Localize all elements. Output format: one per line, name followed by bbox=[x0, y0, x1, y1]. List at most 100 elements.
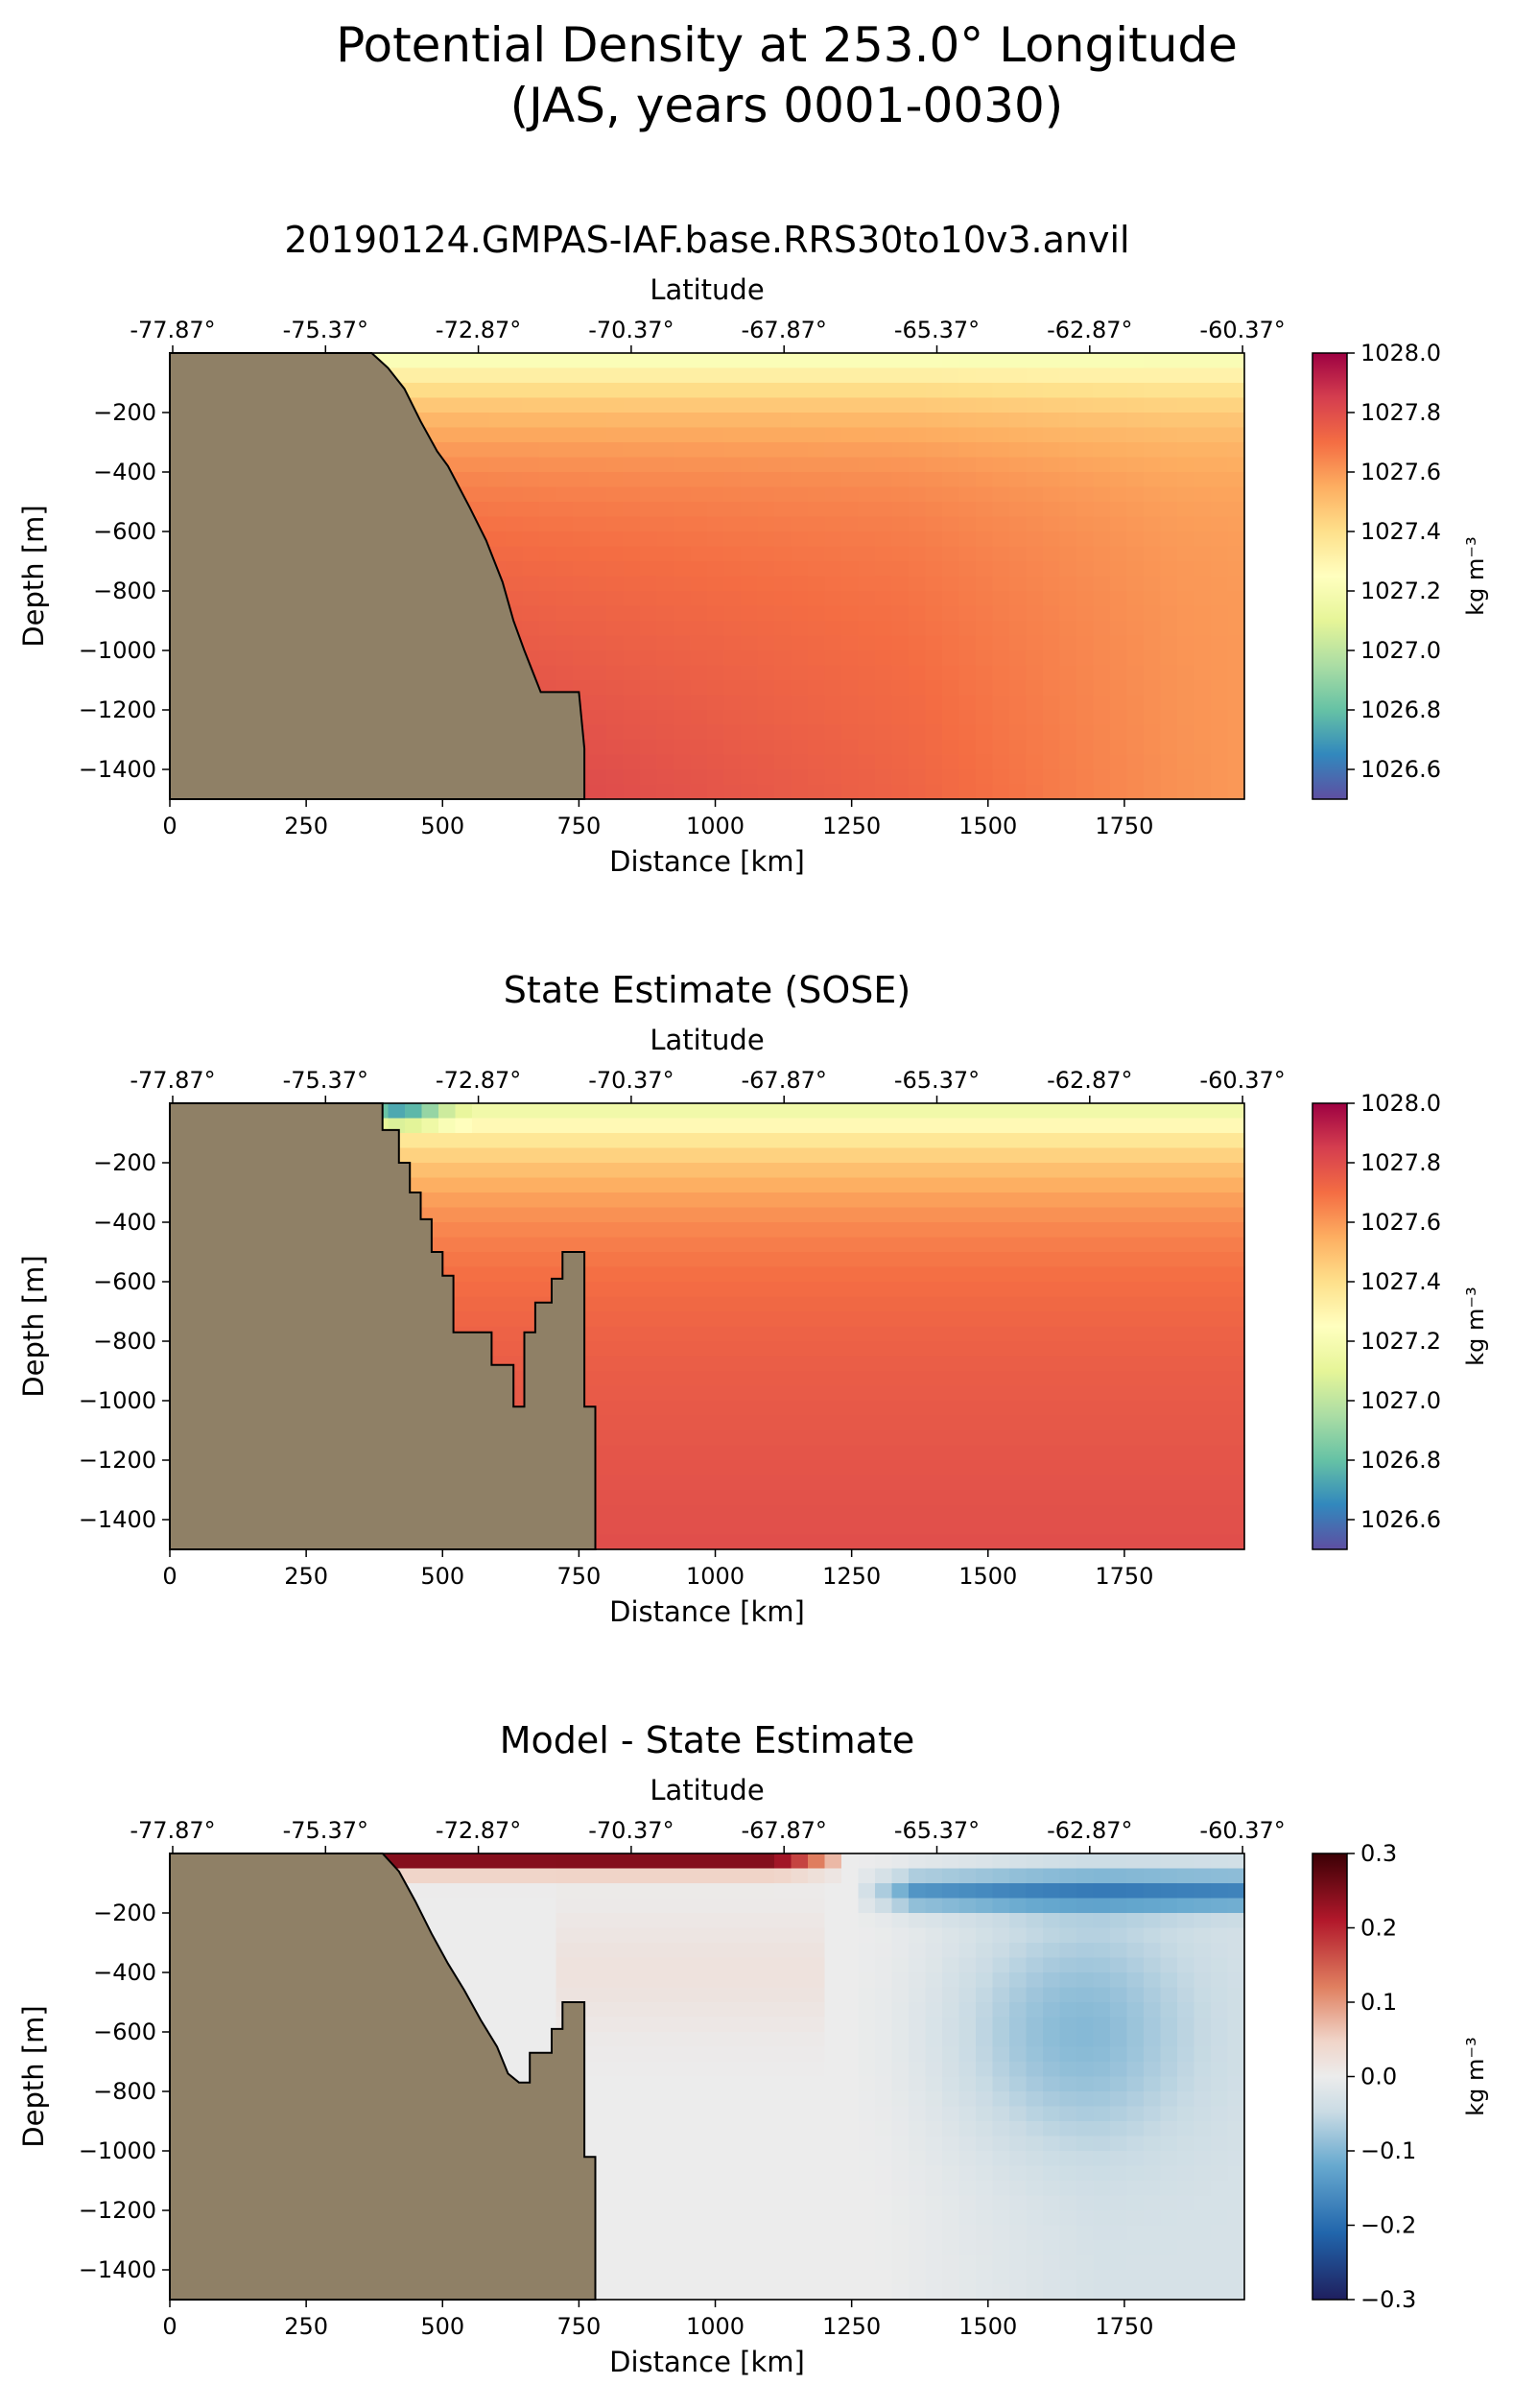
heatmap-cell bbox=[925, 1266, 943, 1283]
heatmap-cell bbox=[1144, 427, 1162, 443]
heatmap-cell bbox=[824, 531, 842, 548]
heatmap-cell bbox=[774, 769, 792, 786]
heatmap-cell bbox=[976, 576, 994, 592]
heatmap-cell bbox=[824, 1385, 842, 1402]
heatmap-cell bbox=[824, 605, 842, 622]
heatmap-cell bbox=[573, 1972, 591, 1989]
heatmap-cell bbox=[589, 740, 607, 756]
heatmap-cell bbox=[741, 413, 759, 429]
heatmap-cell bbox=[757, 1534, 775, 1550]
heatmap-cell bbox=[1076, 442, 1095, 459]
heatmap-cell bbox=[1093, 1504, 1111, 1521]
heatmap-cell bbox=[824, 427, 842, 443]
heatmap-cell bbox=[976, 516, 994, 532]
heatmap-cell bbox=[623, 1163, 641, 1179]
heatmap-cell bbox=[1227, 1490, 1245, 1506]
heatmap-cell bbox=[522, 1207, 540, 1223]
heatmap-cell bbox=[891, 1133, 910, 1149]
heatmap-cell bbox=[640, 561, 658, 578]
heatmap-cell bbox=[992, 427, 1010, 443]
heatmap-cell bbox=[1093, 1341, 1111, 1357]
heatmap-cell bbox=[757, 1163, 775, 1179]
heatmap-cell bbox=[824, 1326, 842, 1342]
heatmap-cell bbox=[623, 397, 641, 413]
heatmap-cell bbox=[1160, 1147, 1178, 1164]
heatmap-cell bbox=[690, 665, 708, 681]
heatmap-cell bbox=[656, 367, 674, 384]
heatmap-cell bbox=[841, 695, 860, 711]
latitude-tick-label: -67.87° bbox=[742, 317, 827, 343]
heatmap-cell bbox=[539, 472, 557, 488]
heatmap-cell bbox=[875, 1415, 893, 1431]
heatmap-cell bbox=[690, 2210, 708, 2227]
heatmap-cell bbox=[875, 1445, 893, 1461]
heatmap-cell bbox=[1194, 516, 1212, 532]
heatmap-cell bbox=[1177, 621, 1195, 637]
heatmap-cell bbox=[640, 680, 658, 696]
heatmap-cell bbox=[1211, 650, 1229, 667]
heatmap-cell bbox=[589, 1207, 607, 1223]
heatmap-cell bbox=[589, 784, 607, 800]
heatmap-cell bbox=[1093, 353, 1111, 369]
heatmap-cell bbox=[707, 605, 725, 622]
heatmap-cell bbox=[1144, 353, 1162, 369]
heatmap-cell bbox=[942, 650, 960, 667]
heatmap-cell bbox=[757, 1311, 775, 1328]
heatmap-cell bbox=[589, 605, 607, 622]
heatmap-cell bbox=[791, 1282, 809, 1298]
heatmap-cell bbox=[723, 1401, 742, 1417]
heatmap-cell bbox=[539, 546, 557, 562]
latitude-tick-label: -77.87° bbox=[130, 1067, 215, 1094]
colorbar-tick-label: 1028.0 bbox=[1360, 1090, 1441, 1117]
latitude-tick-label: -60.37° bbox=[1199, 1067, 1285, 1094]
heatmap-cell bbox=[824, 1430, 842, 1447]
heatmap-cell bbox=[1093, 1237, 1111, 1253]
heatmap-cell bbox=[690, 516, 708, 532]
heatmap-cell bbox=[774, 1207, 792, 1223]
heatmap-cell bbox=[556, 1913, 574, 1929]
heatmap-cell bbox=[976, 1163, 994, 1179]
heatmap-cell bbox=[606, 1490, 625, 1506]
heatmap-cell bbox=[690, 2270, 708, 2286]
heatmap-cell bbox=[1009, 1207, 1028, 1223]
heatmap-cell bbox=[875, 1341, 893, 1357]
heatmap-cell bbox=[909, 576, 927, 592]
heatmap-cell bbox=[589, 635, 607, 651]
heatmap-cell bbox=[606, 1237, 625, 1253]
heatmap-cell bbox=[690, 2017, 708, 2033]
heatmap-cell bbox=[1160, 502, 1178, 518]
heatmap-cell bbox=[539, 397, 557, 413]
heatmap-cell bbox=[723, 1133, 742, 1149]
heatmap-cell bbox=[1126, 1415, 1145, 1431]
heatmap-cell bbox=[1059, 1415, 1077, 1431]
heatmap-cell bbox=[1194, 1133, 1212, 1149]
heatmap-cell bbox=[992, 367, 1010, 384]
heatmap-cell bbox=[1227, 724, 1245, 741]
heatmap-cell bbox=[522, 2002, 540, 2018]
heatmap-cell bbox=[707, 1147, 725, 1164]
heatmap-cell bbox=[539, 621, 557, 637]
heatmap-cell bbox=[741, 591, 759, 607]
heatmap-cell bbox=[1093, 1385, 1111, 1402]
heatmap-cell bbox=[589, 621, 607, 637]
heatmap-cell bbox=[1227, 769, 1245, 786]
heatmap-cell bbox=[958, 784, 977, 800]
heatmap-cell bbox=[1026, 413, 1044, 429]
heatmap-cell bbox=[1211, 1118, 1229, 1134]
heatmap-cell bbox=[606, 397, 625, 413]
heatmap-cell bbox=[1126, 1326, 1145, 1342]
heatmap-cell bbox=[556, 1237, 574, 1253]
heatmap-cell bbox=[506, 1237, 524, 1253]
heatmap-cell bbox=[1043, 740, 1061, 756]
heatmap-cell bbox=[606, 516, 625, 532]
heatmap-cell bbox=[674, 1401, 692, 1417]
heatmap-cell bbox=[841, 1266, 860, 1283]
heatmap-cell bbox=[808, 784, 826, 800]
heatmap-cell bbox=[690, 1475, 708, 1491]
heatmap-cell bbox=[1126, 502, 1145, 518]
heatmap-cell bbox=[774, 695, 792, 711]
heatmap-cell bbox=[875, 1490, 893, 1506]
heatmap-cell bbox=[992, 1475, 1010, 1491]
heatmap-cell bbox=[858, 353, 876, 369]
heatmap-cell bbox=[674, 1147, 692, 1164]
